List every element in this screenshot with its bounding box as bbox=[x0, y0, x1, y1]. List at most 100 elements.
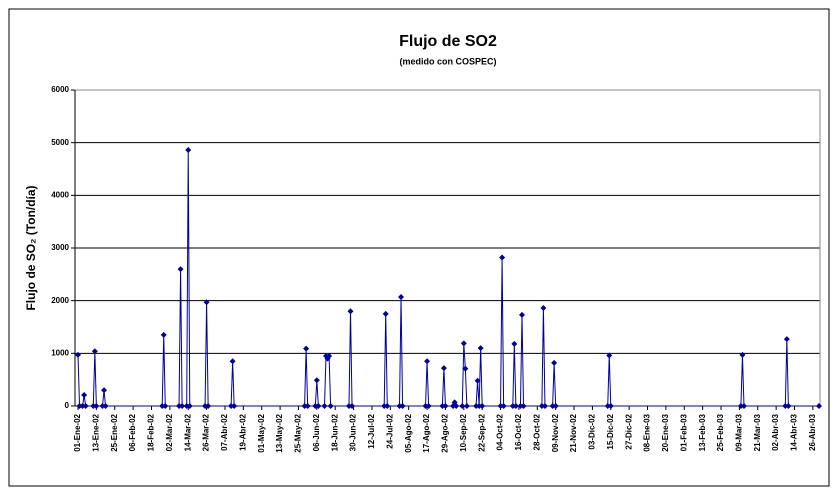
x-tick-label: 06-Jun-02 bbox=[312, 413, 321, 451]
data-point bbox=[384, 403, 391, 409]
data-point bbox=[477, 345, 484, 352]
x-tick-label: 07-Abr-02 bbox=[220, 413, 229, 450]
data-point bbox=[541, 403, 548, 409]
data-point bbox=[326, 352, 333, 359]
data-point bbox=[476, 403, 483, 409]
x-tick-label: 27-Dic-02 bbox=[624, 413, 633, 449]
x-tick-label: 18-Feb-02 bbox=[147, 413, 156, 451]
data-point bbox=[509, 403, 516, 409]
data-point bbox=[202, 403, 209, 409]
x-tick-label: 18-Jun-02 bbox=[330, 413, 339, 451]
data-point bbox=[186, 403, 193, 409]
chart-title: Flujo de SO2 bbox=[399, 33, 497, 50]
x-tick-label: 09-Nov-02 bbox=[551, 413, 560, 452]
data-point bbox=[459, 403, 466, 409]
data-point bbox=[75, 351, 81, 358]
data-point bbox=[740, 403, 747, 409]
x-tick-label: 12-Jul-02 bbox=[367, 413, 376, 448]
data-point bbox=[816, 403, 822, 409]
data-point bbox=[304, 403, 311, 409]
x-tick-label: 25-Feb-03 bbox=[716, 413, 725, 451]
x-tick-label: 21-Mar-03 bbox=[753, 413, 762, 451]
x-tick-label: 25-May-02 bbox=[294, 413, 303, 452]
y-tick-label: 0 bbox=[65, 401, 70, 410]
y-tick-label: 4000 bbox=[51, 190, 69, 199]
x-tick-label: 01-May-02 bbox=[257, 413, 266, 452]
data-point bbox=[203, 299, 210, 306]
x-tick-label: 24-Jul-02 bbox=[385, 413, 394, 448]
x-tick-label: 10-Sep-02 bbox=[459, 413, 468, 451]
data-point bbox=[607, 403, 614, 409]
data-point bbox=[79, 403, 86, 409]
x-tick-label: 02-Abr-03 bbox=[771, 413, 780, 450]
data-point bbox=[549, 403, 556, 409]
data-point bbox=[312, 403, 319, 409]
y-tick-label: 1000 bbox=[51, 348, 69, 357]
x-tick-label: 30-Jun-02 bbox=[349, 413, 358, 451]
data-point bbox=[520, 403, 527, 409]
data-point bbox=[231, 403, 238, 409]
x-tick-label: 19-Abr-02 bbox=[238, 413, 247, 450]
y-tick-label: 3000 bbox=[51, 243, 69, 252]
x-tick-label: 13-May-02 bbox=[275, 413, 284, 452]
x-tick-label: 17-Ago-02 bbox=[422, 413, 431, 452]
x-tick-label: 20-Ene-03 bbox=[661, 413, 670, 451]
data-point bbox=[159, 403, 166, 409]
data-point bbox=[424, 358, 431, 365]
x-tick-label: 26-Abr-03 bbox=[808, 413, 817, 450]
data-point bbox=[90, 403, 97, 409]
data-point bbox=[453, 403, 460, 409]
x-tick-label: 04-Oct-02 bbox=[496, 413, 505, 450]
data-point bbox=[349, 403, 356, 409]
data-point bbox=[737, 403, 744, 409]
x-tick-label: 14-Abr-03 bbox=[790, 413, 799, 450]
x-tick-label: 13-Feb-03 bbox=[698, 413, 707, 451]
data-point bbox=[396, 403, 403, 409]
x-tick-label: 25-Ene-02 bbox=[110, 413, 119, 451]
x-tick-label: 21-Nov-02 bbox=[569, 413, 578, 452]
data-point bbox=[76, 403, 83, 409]
data-point bbox=[162, 403, 169, 409]
data-point bbox=[517, 403, 524, 409]
data-point bbox=[460, 340, 467, 347]
data-point bbox=[399, 403, 406, 409]
x-tick-label: 03-Dic-02 bbox=[588, 413, 597, 449]
data-point bbox=[91, 348, 98, 355]
data-point bbox=[82, 403, 89, 409]
data-point bbox=[179, 403, 186, 409]
x-tick-label: 16-Oct-02 bbox=[514, 413, 523, 450]
chart-subtitle: (medido con COSPEC) bbox=[399, 56, 496, 66]
data-point bbox=[425, 403, 432, 409]
data-point bbox=[604, 403, 611, 409]
y-tick-label: 6000 bbox=[51, 85, 69, 94]
data-point bbox=[93, 403, 100, 409]
data-point bbox=[512, 403, 519, 409]
x-tick-label: 09-Mar-03 bbox=[734, 413, 743, 451]
data-point bbox=[321, 403, 328, 409]
data-point bbox=[552, 403, 559, 409]
data-point bbox=[315, 403, 322, 409]
data-point bbox=[606, 352, 613, 359]
data-point bbox=[303, 345, 310, 352]
data-point bbox=[474, 377, 481, 384]
data-point bbox=[442, 403, 449, 409]
data-point bbox=[228, 403, 235, 409]
x-tick-label: 15-Dic-02 bbox=[606, 413, 615, 449]
data-point bbox=[473, 403, 480, 409]
data-point bbox=[422, 403, 429, 409]
x-tick-label: 29-Ago-02 bbox=[441, 413, 450, 452]
data-point bbox=[398, 293, 405, 300]
x-tick-label: 28-Oct-02 bbox=[532, 413, 541, 450]
data-point bbox=[497, 403, 504, 409]
data-point bbox=[463, 403, 470, 409]
x-tick-label: 05-Ago-02 bbox=[404, 413, 413, 452]
y-tick-label: 5000 bbox=[51, 138, 69, 147]
data-point bbox=[102, 403, 109, 409]
data-point bbox=[440, 365, 447, 372]
data-point bbox=[518, 311, 525, 318]
data-point bbox=[183, 403, 190, 409]
data-point bbox=[479, 403, 486, 409]
data-point bbox=[176, 403, 183, 409]
data-point bbox=[101, 387, 108, 394]
